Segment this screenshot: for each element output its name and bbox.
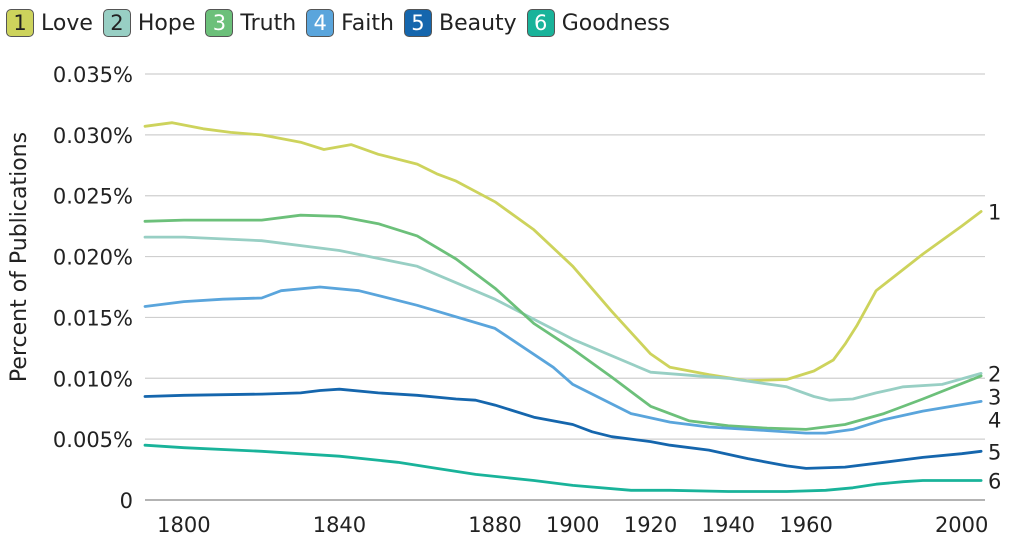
series-end-labels: 1 234 5 6 [988, 201, 1001, 494]
legend-label: Goodness [561, 10, 671, 36]
series-end-label-goodness: 6 [988, 470, 1001, 494]
y-tick-label: 0.035% [53, 63, 133, 87]
x-tick-label: 1940 [702, 513, 755, 537]
series-line-love [143, 121, 983, 383]
legend-label: Beauty [438, 10, 517, 36]
x-tick-label: 1920 [624, 513, 677, 537]
y-axis-label: Percent of Publications [7, 132, 32, 382]
legend-item-truth: 3 Truth [205, 9, 296, 37]
series-line-hope [143, 235, 983, 402]
legend-swatch: 6 [526, 9, 555, 37]
x-tick-label: 1900 [546, 513, 599, 537]
legend: 1 Love 2 Hope 3 Truth 4 Faith 5 Beauty 6 Goodness [6, 6, 670, 40]
legend-item-faith: 4 Faith [306, 9, 394, 37]
y-tick-label: 0.005% [53, 428, 133, 452]
legend-swatch: 5 [403, 9, 432, 37]
legend-label: Faith [341, 10, 394, 36]
legend-label: Truth [240, 10, 297, 36]
series-end-label-hope: 2 [988, 362, 1001, 386]
legend-item-hope: 2 Hope [102, 9, 196, 37]
legend-swatch: 1 [6, 9, 34, 37]
legend-item-goodness: 6 Goodness [526, 9, 671, 37]
y-tick-label: 0.020% [53, 246, 133, 270]
x-tick-label: 1840 [313, 513, 366, 537]
series-line-beauty [143, 387, 983, 470]
legend-item-beauty: 5 Beauty [403, 9, 517, 37]
legend-item-love: 1 Love [6, 9, 93, 37]
y-tick-label: 0.010% [53, 367, 133, 391]
y-tick-label: 0 [120, 489, 133, 513]
series-lines [143, 121, 983, 493]
legend-label: Hope [137, 10, 196, 36]
series-end-label-love: 1 [988, 201, 1001, 225]
series-line-goodness [143, 443, 983, 493]
series-line-truth [143, 213, 983, 431]
x-tick-label: 1960 [779, 513, 832, 537]
y-tick-label: 0.025% [53, 185, 133, 209]
series-end-label-beauty: 5 [988, 440, 1001, 464]
legend-swatch: 3 [205, 9, 234, 37]
x-tick-label: 1880 [468, 513, 521, 537]
y-tick-label: 0.030% [53, 124, 133, 148]
legend-swatch: 2 [102, 9, 131, 37]
y-tick-label: 0.015% [53, 306, 133, 330]
x-tick-label: 1800 [157, 513, 210, 537]
y-axis-ticks: 0 0.005% 0.010% 0.015% 0.020% 0.025% 0.030% 0.0… [53, 63, 133, 513]
series-end-label-truth: 3 [988, 385, 1001, 409]
series-line-faith [143, 285, 983, 435]
legend-label: Love [41, 10, 93, 36]
x-tick-label: 2000 [935, 513, 988, 537]
legend-swatch: 4 [306, 9, 335, 37]
x-axis-ticks: 1800 1840 1880 1900 1920 1940 1960 2000 [157, 513, 988, 537]
series-end-label-faith: 4 [988, 408, 1001, 432]
